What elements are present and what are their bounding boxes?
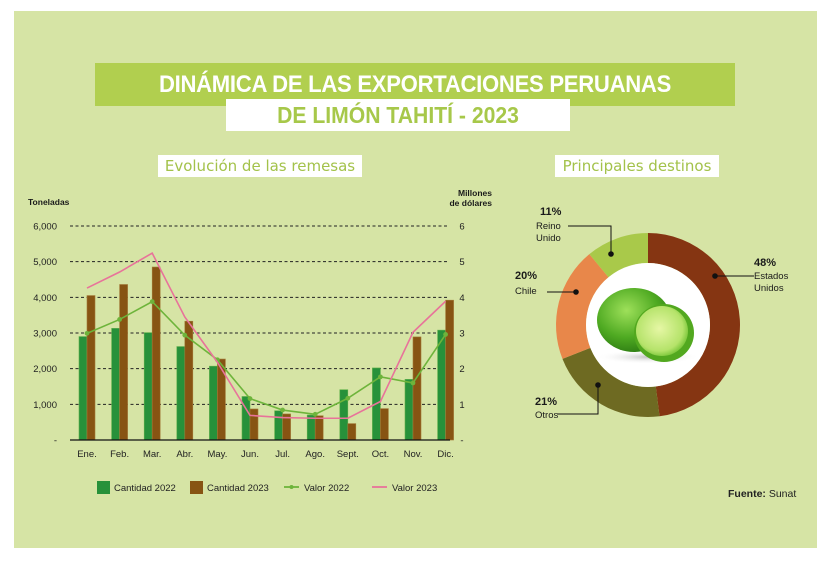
line-point-valor-2022 [312,411,318,417]
slice-label: Estados [754,271,789,282]
x-tick-label: Nov. [404,449,423,460]
y-axis-title-left: Toneladas [28,197,70,207]
legend-label: Valor 2023 [392,483,437,494]
line-valor-2023 [86,251,447,420]
y-tick-right: 4 [459,293,464,304]
line-point-valor-2022 [182,332,188,338]
y2-title-line-2: de dólares [449,198,492,208]
donut-label-chile: 20% Chile [515,270,579,297]
leader-line [557,385,599,415]
y-tick-right: 1 [459,400,464,411]
x-tick-label: Mar. [143,449,161,460]
source-value: Sunat [768,488,797,500]
donut-slice-estados-unidos [648,233,740,417]
title-line-1: DINÁMICA DE LAS EXPORTACIONES PERUANAS [158,71,672,98]
y-tick-right: 2 [459,364,464,375]
leader-line [568,225,612,254]
y-tick-left: 5,000 [33,257,57,268]
slice-label-line-2: Unidos [754,283,784,294]
x-tick-label: Jun. [241,449,259,460]
legend-item: Cantidad 2023 [190,481,269,494]
slice-label: Reino [536,221,561,232]
legend-marker [289,485,294,489]
legend-label: Valor 2022 [304,483,349,494]
limes-image [596,288,700,364]
y-tick-left: 6,000 [33,222,57,233]
line-point-valor-2022 [410,380,416,386]
line-point-valor-2022 [280,407,285,413]
legend-swatch [97,481,110,494]
legend-item: Valor 2022 [284,483,349,494]
slice-percent: 48% [754,257,776,269]
x-tick-label: Jul. [275,449,290,460]
leader-dot [712,273,718,279]
line-point-valor-2022 [84,330,90,336]
title-line-2-box [226,99,570,131]
legend-item: Valor 2023 [372,483,437,494]
source-label: Fuente: [728,488,766,500]
x-tick-label: Sept. [337,449,359,460]
lime-half-flesh [636,306,688,356]
y-tick-right: 6 [459,222,464,233]
line-point-valor-2022 [247,396,253,402]
y-tick-right: 3 [459,329,464,340]
x-tick-label: Ene. [77,449,97,460]
y-tick-right: 5 [459,257,464,268]
line-point-valor-2022 [345,395,351,401]
x-tick-label: May. [207,449,227,460]
y-tick-left: 4,000 [33,293,57,304]
y-tick-left: - [54,436,57,447]
title-banner [95,63,735,106]
leader-dot [608,251,614,257]
line-point-valor-2022 [149,299,155,305]
line-point-valor-2022 [443,332,448,337]
y-tick-left: 1,000 [33,400,57,411]
donut-label-otros: 21% Otros [535,382,601,421]
slice-label: Otros [535,410,558,421]
x-tick-label: Abr. [176,449,193,460]
legend-swatch [190,481,203,494]
slice-label: Chile [515,286,537,297]
donut-slice-chile [556,254,609,359]
x-tick-label: Dic. [437,449,453,460]
y-tick-right: - [460,436,463,447]
line-valor-2022 [86,300,447,416]
bar-chart-title: Evolución de las remesas [158,155,362,177]
line-point-valor-2022 [117,317,122,322]
slice-percent: 11% [540,206,562,218]
leader-dot [595,382,601,388]
source-note: Fuente: Sunat [728,488,796,500]
donut-slice-reino-unido [589,233,648,278]
donut-chart-title: Principales destinos [555,155,719,177]
y-axis-title-right: Millones de dólares [440,188,492,208]
leader-dot [573,289,579,295]
legend-label: Cantidad 2023 [207,483,269,494]
donut-slice-otros [562,347,660,417]
title-line-2: DE LIMÓN TAHITÍ - 2023 [277,102,519,128]
y-tick-left: 2,000 [33,364,57,375]
x-tick-label: Oct. [372,449,389,460]
legend-label: Cantidad 2022 [114,483,176,494]
y-tick-left: 3,000 [33,329,57,340]
legend-item: Cantidad 2022 [97,481,176,494]
slice-percent: 20% [515,270,537,282]
y2-title-line-1: Millones [457,188,492,198]
line-point-valor-2022 [378,374,383,380]
x-tick-label: Feb. [110,449,129,460]
slice-percent: 21% [535,396,557,408]
x-tick-label: Ago. [305,449,325,460]
slice-label-line-2: Unido [536,233,561,244]
